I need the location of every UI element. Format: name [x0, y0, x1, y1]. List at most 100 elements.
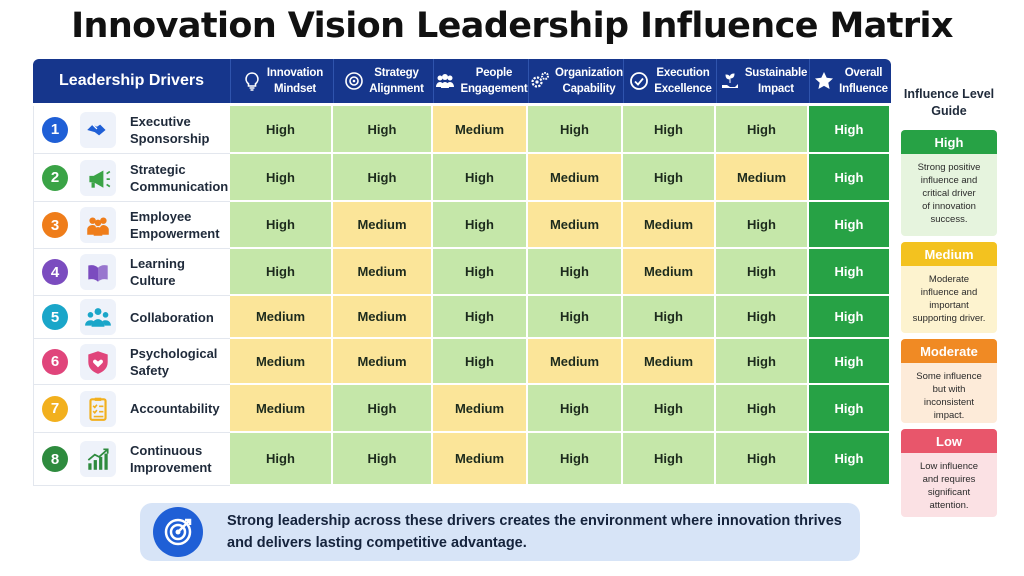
matrix-cell: High — [623, 296, 716, 339]
page-title: Innovation Vision Leadership Influence M… — [71, 6, 953, 46]
driver-name: Continuous Improvement — [130, 443, 212, 475]
checklist-icon — [80, 390, 116, 427]
row-number-badge: 2 — [42, 164, 68, 191]
matrix-cell: High — [716, 296, 809, 339]
matrix-cell: Medium — [333, 249, 433, 296]
matrix-cell: High — [528, 296, 623, 339]
row-number-badge: 3 — [42, 212, 68, 238]
matrix-cell: Medium — [230, 339, 333, 385]
matrix-cell: High — [333, 433, 433, 486]
column-header-4: Execution Excellence — [623, 59, 716, 103]
matrix-cell: Medium — [528, 202, 623, 249]
legend-title: Influence Level Guide — [903, 87, 995, 118]
row-number-badge: 8 — [42, 446, 68, 472]
matrix-cell: Medium — [433, 433, 528, 486]
column-header-6: Overall Influence — [809, 59, 891, 103]
matrix-cell: High — [433, 249, 528, 296]
target-arrow-icon — [153, 507, 203, 557]
driver-name: Accountability — [130, 401, 220, 416]
row-number-badge: 5 — [42, 304, 68, 330]
legend-item-label: Low — [901, 429, 997, 453]
plant-hand-icon — [719, 70, 741, 92]
growth-chart-icon — [80, 441, 116, 477]
matrix-cell: High — [333, 106, 433, 154]
matrix-cell: High — [333, 154, 433, 202]
check-circle-icon — [628, 70, 650, 92]
legend-item-description: Low influence and requires significant a… — [919, 461, 979, 511]
matrix-cell: High — [716, 385, 809, 433]
matrix-cell: High — [528, 106, 623, 154]
overall-influence-cell: High — [809, 433, 891, 486]
matrix-cell: Medium — [528, 154, 623, 202]
matrix-cell: High — [716, 339, 809, 385]
matrix-cell: Medium — [333, 296, 433, 339]
shield-heart-icon — [80, 343, 116, 380]
driver-row-label: 1 Executive Sponsorship — [33, 106, 230, 154]
book-icon — [80, 254, 116, 290]
matrix-cell: Medium — [230, 296, 333, 339]
matrix-cell: High — [230, 154, 333, 202]
matrix-cell: Medium — [333, 339, 433, 385]
legend-item-label: High — [901, 130, 997, 154]
matrix-cell: Medium — [433, 106, 528, 154]
matrix-cell: High — [716, 202, 809, 249]
matrix-cell: High — [433, 339, 528, 385]
team-icon — [80, 207, 116, 243]
matrix-cell: High — [623, 433, 716, 486]
driver-row-label: 6 Psychological Safety — [33, 339, 230, 385]
column-header-5: Sustainable Impact — [716, 59, 809, 103]
matrix-cell: Medium — [528, 339, 623, 385]
matrix-cell: High — [433, 296, 528, 339]
column-header-label: Innovation Mindset — [266, 67, 324, 95]
overall-influence-cell: High — [809, 296, 891, 339]
overall-influence-cell: High — [809, 106, 891, 154]
column-header-label: Execution Excellence — [654, 67, 712, 95]
matrix-cell: Medium — [623, 202, 716, 249]
column-header-label: Strategy Alignment — [369, 67, 424, 95]
matrix-cell: High — [528, 249, 623, 296]
column-header-label: Overall Influence — [839, 67, 888, 95]
row-number-badge: 4 — [42, 259, 68, 285]
matrix-cell: Medium — [230, 385, 333, 433]
summary-text: Strong leadership across these drivers c… — [227, 513, 842, 551]
legend-item-description: Strong positive influence and critical d… — [917, 162, 981, 225]
column-header-label: Organization Capability — [555, 67, 623, 95]
column-header-label: People Engagement — [460, 67, 528, 95]
people-icon — [434, 70, 456, 92]
overall-influence-cell: High — [809, 385, 891, 433]
matrix-cell: Medium — [716, 154, 809, 202]
matrix-cell: High — [433, 202, 528, 249]
legend-item-label: Moderate — [901, 339, 997, 363]
driver-row-label: 8 Continuous Improvement — [33, 433, 230, 486]
summary-banner: Strong leadership across these drivers c… — [140, 503, 860, 561]
row-number-badge: 6 — [42, 348, 68, 375]
driver-name: Learning Culture — [130, 256, 185, 288]
driver-name: Psychological Safety — [130, 345, 218, 378]
target-icon — [343, 70, 365, 92]
legend-item-moderate: Moderate Some influence but with inconsis… — [901, 339, 997, 423]
matrix-cell: High — [623, 385, 716, 433]
megaphone-icon — [80, 159, 116, 196]
matrix-cell: Medium — [623, 249, 716, 296]
overall-influence-cell: High — [809, 339, 891, 385]
matrix-cell: Medium — [623, 339, 716, 385]
legend-item-description: Some influence but with inconsistent imp… — [916, 371, 982, 421]
overall-influence-cell: High — [809, 202, 891, 249]
overall-influence-cell: High — [809, 249, 891, 296]
lightbulb-icon — [241, 70, 263, 92]
legend-item-label: Medium — [901, 242, 997, 266]
drivers-column-header: Leadership Drivers — [33, 59, 230, 103]
matrix-cell: High — [433, 154, 528, 202]
matrix-cell: High — [528, 433, 623, 486]
matrix-cell: High — [230, 202, 333, 249]
row-number-badge: 1 — [42, 116, 68, 143]
driver-row-label: 4 Learning Culture — [33, 249, 230, 296]
matrix-cell: Medium — [433, 385, 528, 433]
overall-influence-cell: High — [809, 154, 891, 202]
matrix-cell: High — [623, 154, 716, 202]
column-header-3: Organization Capability — [528, 59, 623, 103]
legend-item-medium: Medium Moderate influence and important s… — [901, 242, 997, 333]
matrix-cell: Medium — [333, 202, 433, 249]
driver-name: Employee Empowerment — [130, 209, 220, 241]
matrix-cell: High — [333, 385, 433, 433]
